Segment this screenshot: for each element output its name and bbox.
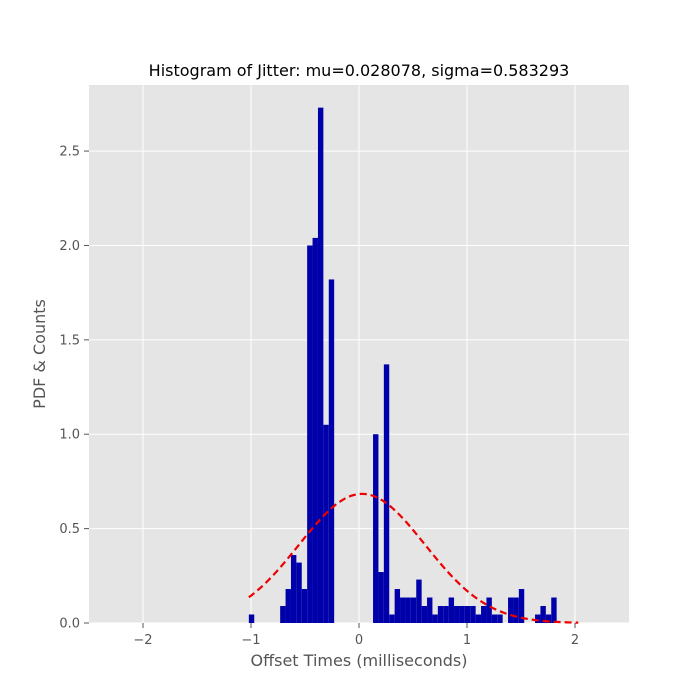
histogram-bar: [317, 107, 324, 623]
histogram-bar: [290, 555, 297, 623]
x-tick-label: 0: [355, 633, 363, 648]
histogram-bar: [410, 597, 417, 623]
histogram-bar: [491, 614, 498, 623]
y-tick-label: 0.0: [59, 617, 80, 632]
histogram-bar: [545, 614, 552, 623]
histogram-bar: [280, 606, 286, 623]
y-tick-label: 2.5: [59, 145, 80, 160]
x-axis-label: Offset Times (milliseconds): [251, 651, 468, 670]
histogram-bar: [383, 364, 390, 623]
histogram-bar: [328, 279, 335, 623]
pdf-curve: [248, 492, 579, 624]
histogram-bar: [443, 606, 449, 623]
chart-title: Histogram of Jitter: mu=0.028078, sigma=…: [149, 61, 570, 80]
histogram-bar: [464, 606, 471, 623]
histogram-bar: [454, 606, 460, 623]
histogram-bar: [535, 614, 541, 623]
histogram-bar: [312, 237, 318, 623]
x-tick-label: −1: [241, 633, 260, 648]
histogram-bar: [394, 589, 401, 623]
grid-lines: [89, 85, 629, 624]
histogram-bar: [307, 245, 313, 623]
histogram-bar: [540, 606, 546, 623]
histogram-bar: [421, 606, 428, 623]
x-tick-label: 2: [571, 633, 579, 648]
histogram-bar: [427, 597, 433, 623]
histogram-bar: [448, 597, 455, 623]
x-ticks: −2 −1 0 1 2: [133, 623, 579, 648]
histogram-bar: [470, 606, 476, 623]
histogram-bar: [400, 597, 406, 623]
histogram-bar: [518, 589, 525, 623]
y-tick-label: 2.0: [59, 239, 80, 254]
histogram-bar: [475, 614, 482, 623]
y-tick-label: 0.5: [59, 522, 80, 537]
histogram-bar: [301, 589, 308, 623]
histogram-bar: [296, 562, 302, 623]
x-tick-label: 1: [463, 633, 471, 648]
histogram-bar: [551, 597, 557, 623]
histogram-bar: [459, 606, 465, 623]
histogram-bar: [285, 589, 291, 623]
histogram-bar: [432, 614, 438, 623]
histogram-bar: [323, 424, 329, 623]
y-tick-label: 1.5: [59, 333, 80, 348]
histogram-bar: [481, 606, 487, 623]
histogram-bar: [373, 434, 379, 623]
histogram-bar: [497, 614, 503, 623]
histogram-bar: [416, 579, 422, 623]
histogram-bar: [513, 597, 519, 623]
histogram-bar: [486, 597, 492, 623]
histogram-bar: [248, 614, 255, 623]
x-tick-label: −2: [133, 633, 152, 648]
histogram-bar: [405, 597, 411, 623]
y-axis-label: PDF & Counts: [30, 299, 49, 409]
histogram-bar: [378, 572, 384, 623]
histogram-bar: [508, 597, 514, 623]
y-ticks: 0.0 0.5 1.0 1.5 2.0 2.5: [59, 145, 89, 632]
histogram-bar: [437, 606, 444, 623]
y-tick-label: 1.0: [59, 428, 80, 443]
histogram-bars: [248, 107, 557, 623]
histogram-bar: [389, 614, 395, 623]
